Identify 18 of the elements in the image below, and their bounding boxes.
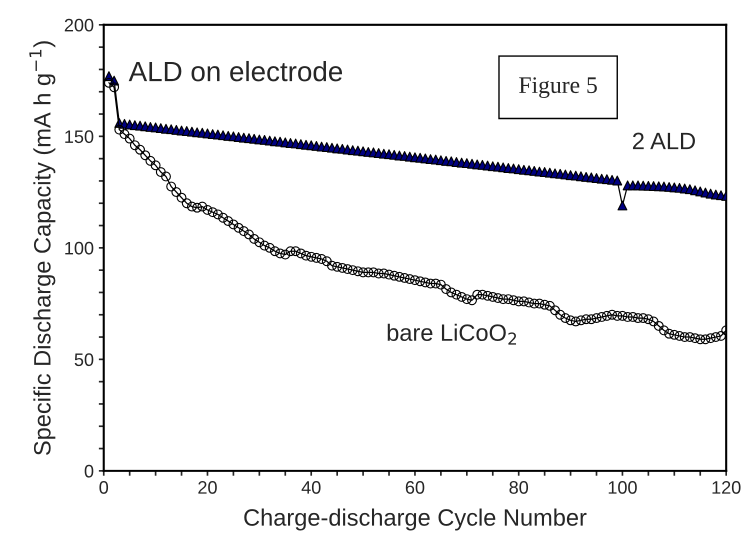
- x-tick-label: 80: [509, 481, 528, 494]
- series-label: 2 ALD: [632, 132, 695, 150]
- x-tick-label: 100: [608, 481, 637, 494]
- annotation: ALD on electrode: [128, 60, 342, 82]
- x-tick-label: 40: [302, 481, 321, 494]
- y-axis-title: Specific Discharge Capacity (mA h g$^{−1}$): [29, 41, 56, 456]
- x-tick-label: 20: [198, 481, 217, 494]
- x-tick-label: 120: [712, 481, 741, 494]
- y-tick-label: 50: [74, 353, 94, 366]
- y-tick-label: 150: [65, 130, 94, 144]
- x-tick-label: 0: [99, 481, 108, 494]
- x-tick-label: 60: [406, 481, 424, 494]
- y-tick-label: 100: [65, 242, 94, 255]
- y-tick-label: 200: [64, 18, 94, 32]
- series-label: bare LiCoO$_{2}$: [388, 324, 516, 345]
- y-tick-label: 0: [84, 464, 94, 478]
- x-axis-title: Charge-discharge Cycle Number: [244, 508, 586, 531]
- annotation: Figure 5: [519, 77, 597, 98]
